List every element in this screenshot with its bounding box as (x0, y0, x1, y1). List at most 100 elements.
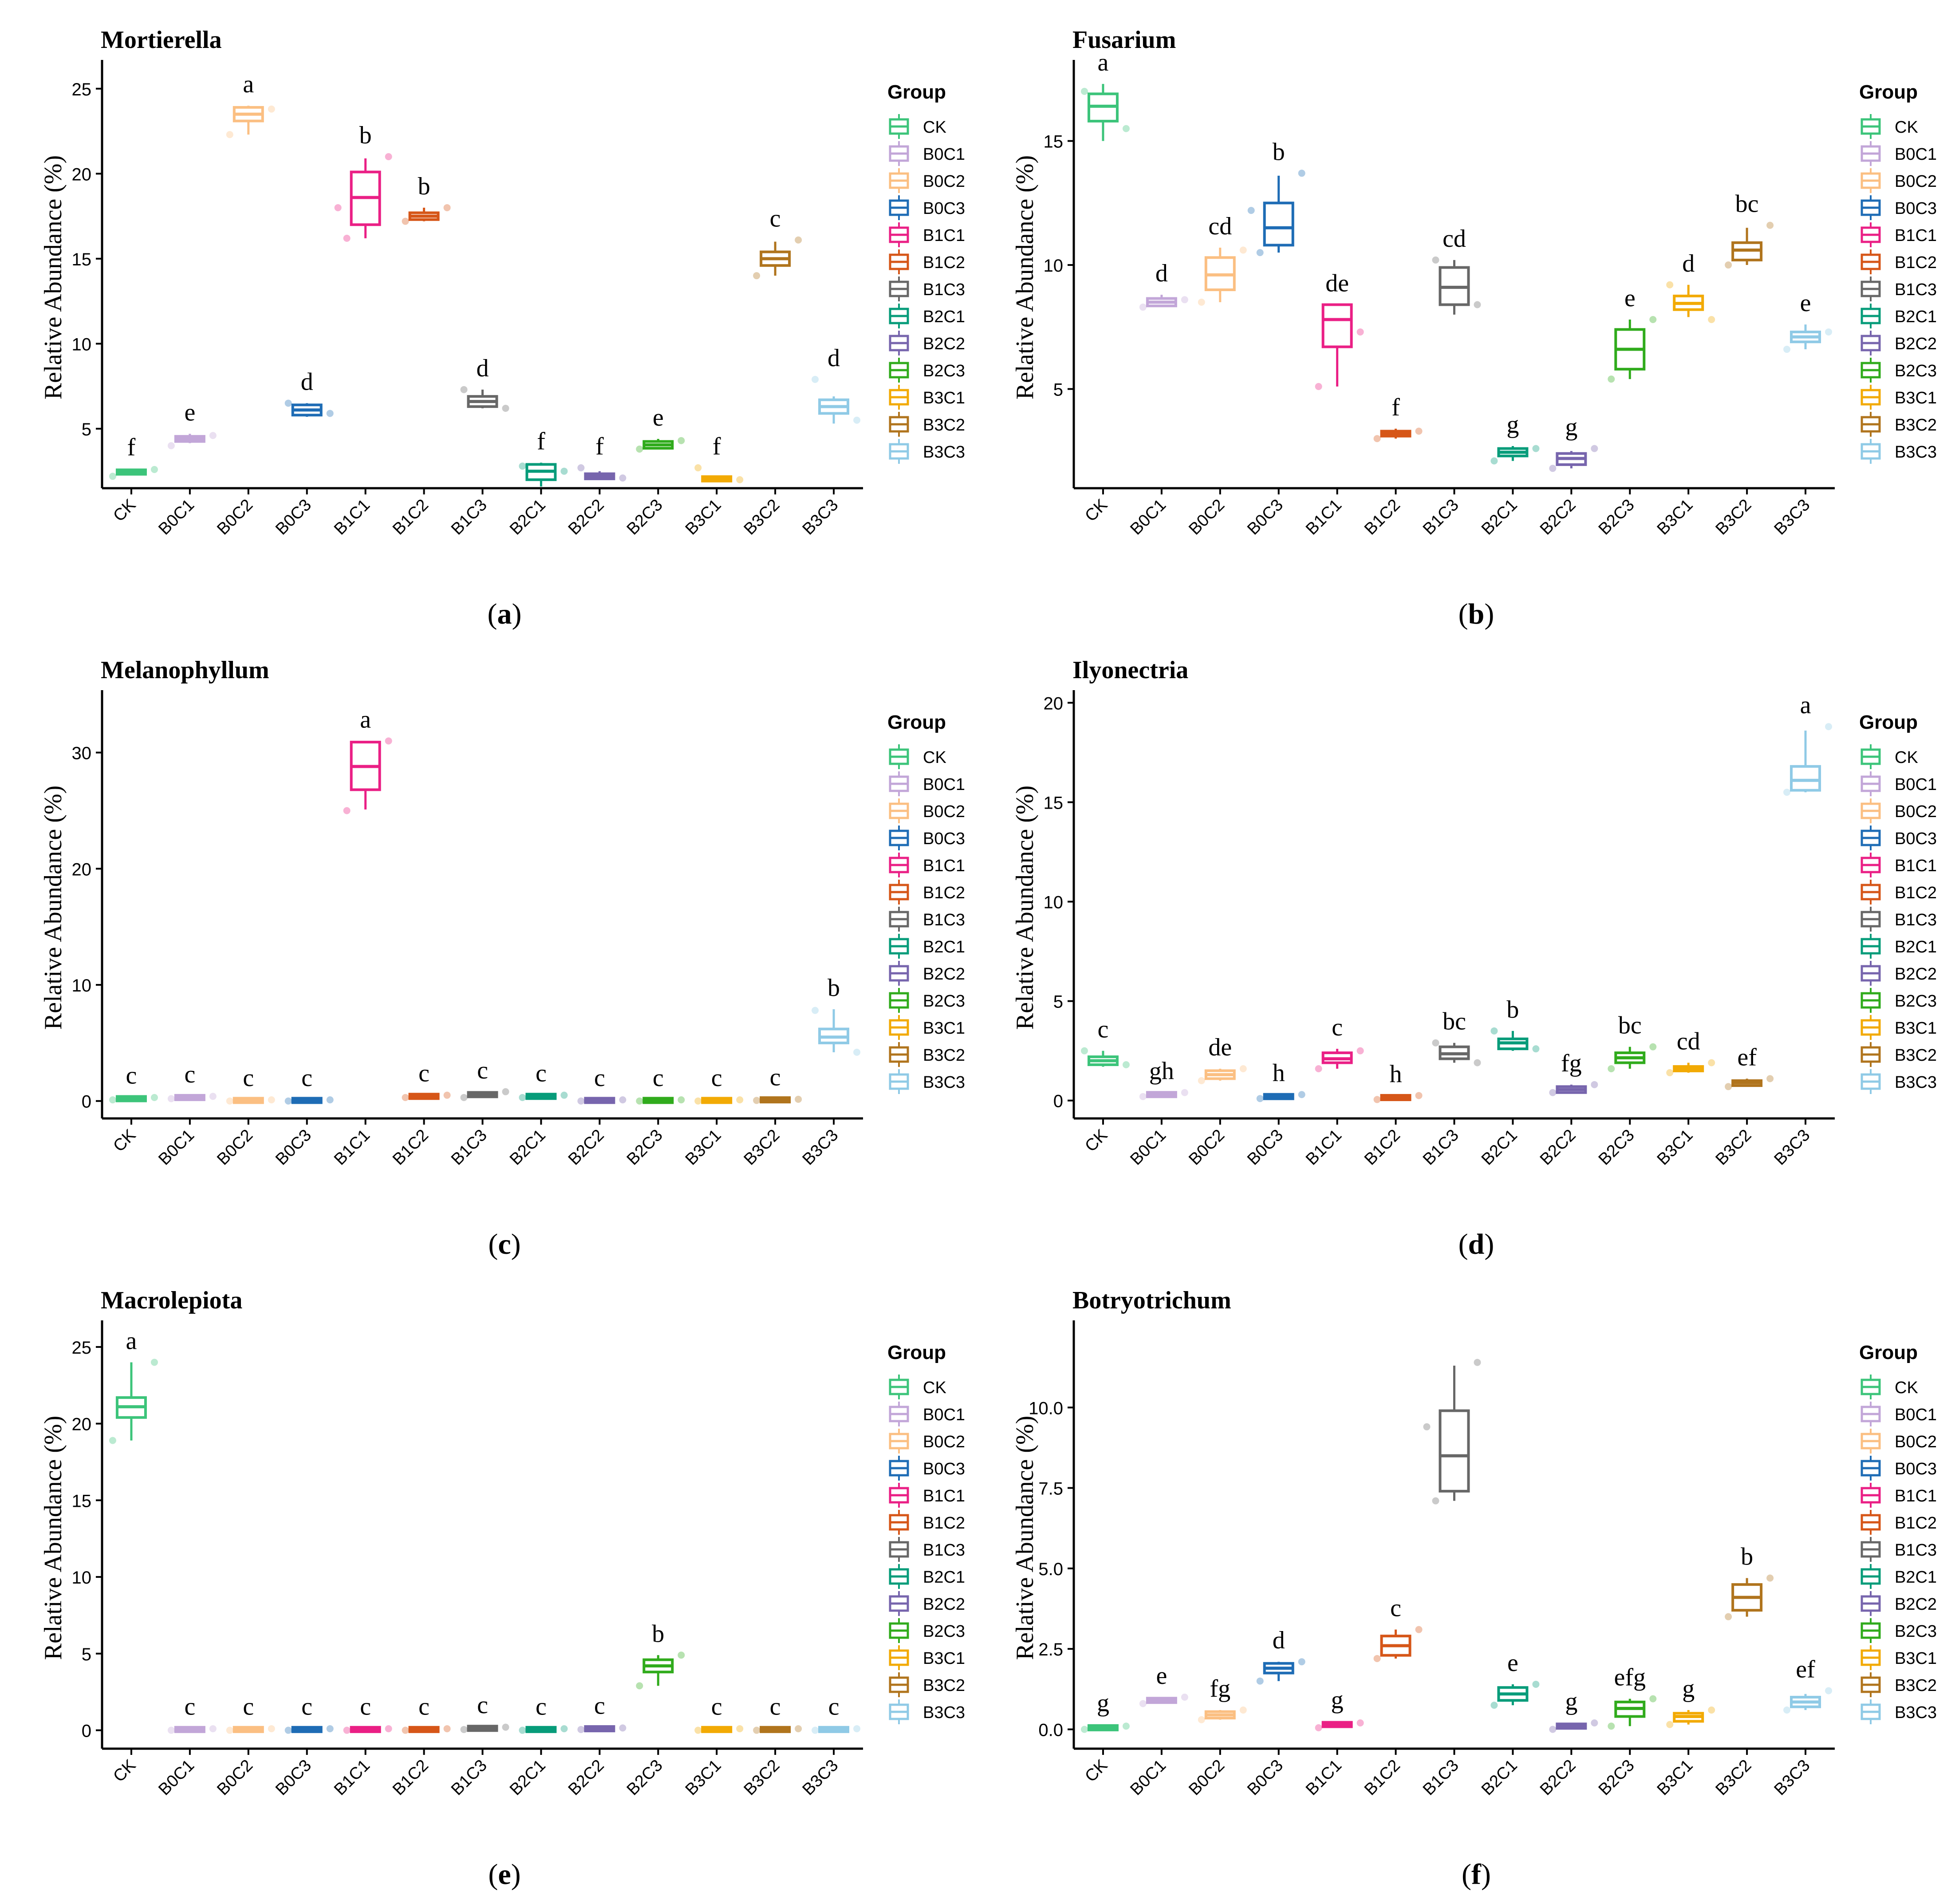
box-B0C3: B0C3 h (1244, 1059, 1305, 1169)
data-point (209, 432, 217, 439)
legend-item-B0C1: B0C1 (1860, 141, 1937, 166)
legend-label: B3C1 (923, 389, 965, 407)
legend-item-B1C1: B1C1 (1860, 222, 1937, 247)
y-axis-label: Relative Abundance (%) (1011, 1416, 1039, 1660)
legend-label: B2C2 (923, 335, 965, 353)
significance-letter: c (536, 1059, 547, 1087)
significance-letter: c (711, 1064, 722, 1092)
x-tick-label: B3C3 (799, 1756, 842, 1799)
significance-letter: c (828, 1693, 840, 1720)
y-tick-label: 2.5 (1038, 1640, 1063, 1659)
data-point (1532, 445, 1540, 452)
legend-label: B1C3 (923, 911, 965, 929)
data-point (209, 1093, 217, 1100)
legend-label: B0C3 (1895, 1460, 1937, 1478)
data-point (1591, 1719, 1598, 1726)
data-point (1373, 435, 1381, 442)
significance-letter: de (1325, 269, 1349, 297)
significance-letter: a (360, 706, 371, 733)
data-point (109, 1437, 116, 1444)
significance-letter: cd (1443, 225, 1466, 253)
legend-label: B2C2 (1895, 335, 1937, 353)
legend-label: B1C1 (923, 226, 965, 245)
data-point (1122, 1061, 1130, 1069)
box-B3C1: B3C1 d (1654, 250, 1715, 539)
significance-letter: c (243, 1693, 254, 1720)
data-point (284, 399, 292, 407)
x-tick-label: B2C3 (1595, 1126, 1638, 1169)
x-tick-label: B3C3 (1770, 496, 1813, 539)
box-B3C3: B3C3 c (799, 1693, 861, 1799)
y-tick-label: 10 (1044, 893, 1064, 912)
significance-letter: c (184, 1693, 195, 1720)
data-point (167, 442, 175, 450)
data-point (502, 404, 509, 412)
y-tick-label: 20 (72, 1415, 92, 1434)
x-tick-label: CK (1081, 1126, 1111, 1156)
y-tick-label: 0.0 (1038, 1720, 1063, 1740)
box-B2C2: B2C2 f (565, 433, 627, 539)
box-B2C1: B2C1 g (1478, 411, 1540, 539)
box-B0C1: B0C1 d (1127, 260, 1188, 539)
data-point (1825, 1687, 1833, 1695)
legend-label: B2C3 (923, 992, 965, 1011)
chart-title: Melanophyllum (101, 656, 269, 684)
box-B0C3: B0C3 b (1244, 138, 1305, 539)
data-point (1239, 1065, 1247, 1072)
data-point (636, 445, 643, 453)
data-point (1315, 1724, 1322, 1731)
x-tick-label: B3C3 (1770, 1756, 1813, 1799)
data-point (1783, 1706, 1791, 1714)
significance-letter: f (127, 434, 136, 461)
legend-label: B2C3 (923, 362, 965, 380)
x-tick-label: B1C3 (1419, 1756, 1462, 1799)
significance-letter: f (537, 428, 545, 455)
data-point (619, 1724, 627, 1732)
significance-letter: c (1390, 1595, 1401, 1622)
data-point (1591, 1081, 1598, 1088)
legend-label: B0C1 (923, 145, 965, 164)
legend-item-B1C1: B1C1 (1860, 1483, 1937, 1508)
data-point (694, 1097, 702, 1105)
y-axis-label: Relative Abundance (%) (39, 786, 67, 1030)
data-point (560, 1091, 568, 1099)
x-tick-label: B0C1 (1127, 1126, 1170, 1169)
data-point (268, 1725, 275, 1733)
legend-item-CK: CK (889, 114, 946, 139)
data-point (1725, 1613, 1732, 1620)
box-CK: CK g (1080, 1690, 1130, 1786)
box-B0C3: B0C3 d (1244, 1627, 1305, 1799)
significance-letter: e (184, 399, 195, 426)
significance-letter: c (653, 1064, 664, 1092)
significance-letter: bc (1618, 1012, 1642, 1039)
legend-item-B1C2: B1C2 (889, 880, 965, 905)
data-point (1766, 221, 1774, 229)
x-tick-label: B0C1 (1127, 496, 1170, 539)
data-point (502, 1723, 509, 1731)
box-B2C1: B2C1 b (1478, 996, 1540, 1169)
significance-letter: c (360, 1693, 371, 1720)
box-B1C1: B1C1 g (1302, 1686, 1364, 1799)
data-point (1122, 125, 1130, 132)
legend-item-B3C3: B3C3 (1860, 1069, 1937, 1094)
significance-letter: c (477, 1691, 488, 1719)
legend-label: B2C3 (1895, 1622, 1937, 1641)
legend: Group CK B0C1 B0C2 B0C3 B1C1 B1C2 B1C3 B2C1 B2C2 B… (1859, 81, 1937, 464)
legend-label: B3C1 (1895, 1649, 1937, 1668)
data-point (1708, 1059, 1715, 1067)
legend-item-B0C2: B0C2 (1860, 798, 1937, 823)
legend-label: B3C2 (1895, 416, 1937, 435)
legend-item-B2C3: B2C3 (889, 1618, 965, 1643)
data-point (460, 1094, 468, 1101)
box-B3C2: B3C2 b (1712, 1543, 1774, 1799)
significance-letter: g (1565, 414, 1577, 441)
significance-letter: b (418, 173, 430, 200)
significance-letter: d (1273, 1627, 1285, 1654)
data-point (443, 1725, 451, 1733)
legend-label: CK (923, 748, 946, 767)
significance-letter: ef (1737, 1043, 1757, 1071)
legend-item-B2C2: B2C2 (1860, 961, 1937, 986)
y-tick-label: 5 (82, 420, 91, 439)
data-point (1298, 1658, 1305, 1666)
x-tick-label: CK (110, 496, 139, 525)
